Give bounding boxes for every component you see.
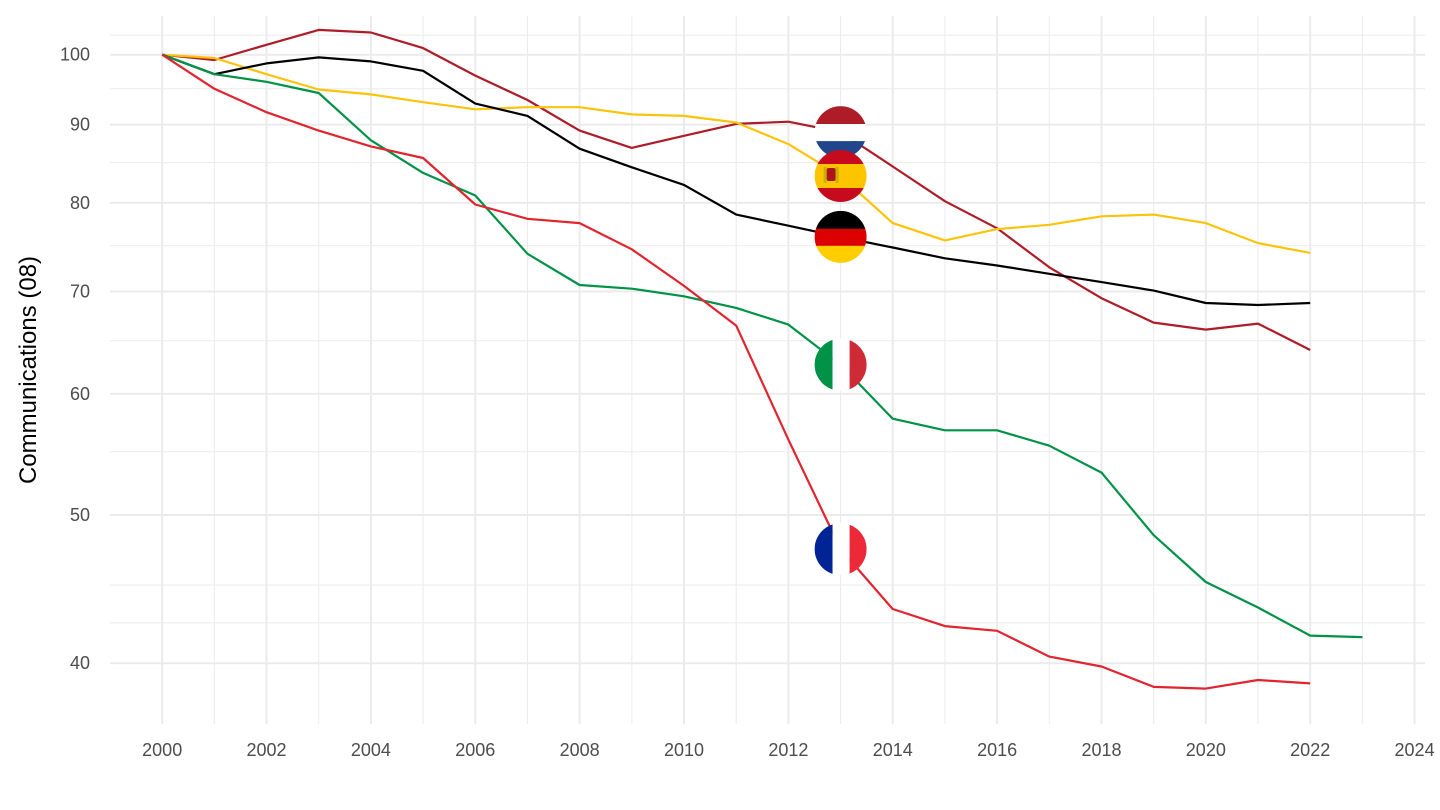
series-layer <box>161 28 1363 690</box>
series-line-netherlands <box>162 28 1311 351</box>
series-line-germany <box>161 53 1311 307</box>
france-flag-icon <box>814 523 867 576</box>
grid <box>110 16 1425 724</box>
x-tick-label: 2008 <box>560 740 600 760</box>
x-tick-label: 2010 <box>664 740 704 760</box>
series-line-spain <box>162 53 1311 254</box>
x-tick-label: 2014 <box>873 740 913 760</box>
y-tick-label: 40 <box>70 653 90 673</box>
y-axis-title: Communications (08) <box>15 256 42 484</box>
series-line-italy <box>161 53 1363 639</box>
x-tick-label: 2002 <box>247 740 287 760</box>
x-tick-label: 2012 <box>768 740 808 760</box>
y-tick-label: 60 <box>70 384 90 404</box>
germany-flag-icon <box>814 210 867 263</box>
x-tick-label: 2000 <box>142 740 182 760</box>
x-tick-label: 2024 <box>1395 740 1435 760</box>
y-tick-label: 90 <box>70 115 90 135</box>
x-axis: 2000 2002 2004 2006 2008 2010 2012 2014 2016 2018… <box>142 740 1434 760</box>
y-tick-label: 100 <box>60 45 90 65</box>
x-tick-label: 2020 <box>1186 740 1226 760</box>
italy-flag-icon <box>814 338 867 391</box>
x-tick-label: 2004 <box>351 740 391 760</box>
y-tick-label: 80 <box>70 193 90 213</box>
netherlands-flag-icon <box>814 106 867 159</box>
spain-flag-icon <box>814 150 867 202</box>
flag-markers <box>814 106 867 576</box>
y-axis: 40 50 60 70 80 90 100 <box>60 45 90 673</box>
x-tick-label: 2022 <box>1290 740 1330 760</box>
y-tick-label: 50 <box>70 505 90 525</box>
x-tick-label: 2016 <box>977 740 1017 760</box>
x-tick-label: 2006 <box>455 740 495 760</box>
series-line-france <box>161 53 1311 690</box>
y-tick-label: 70 <box>70 282 90 302</box>
x-tick-label: 2018 <box>1081 740 1121 760</box>
